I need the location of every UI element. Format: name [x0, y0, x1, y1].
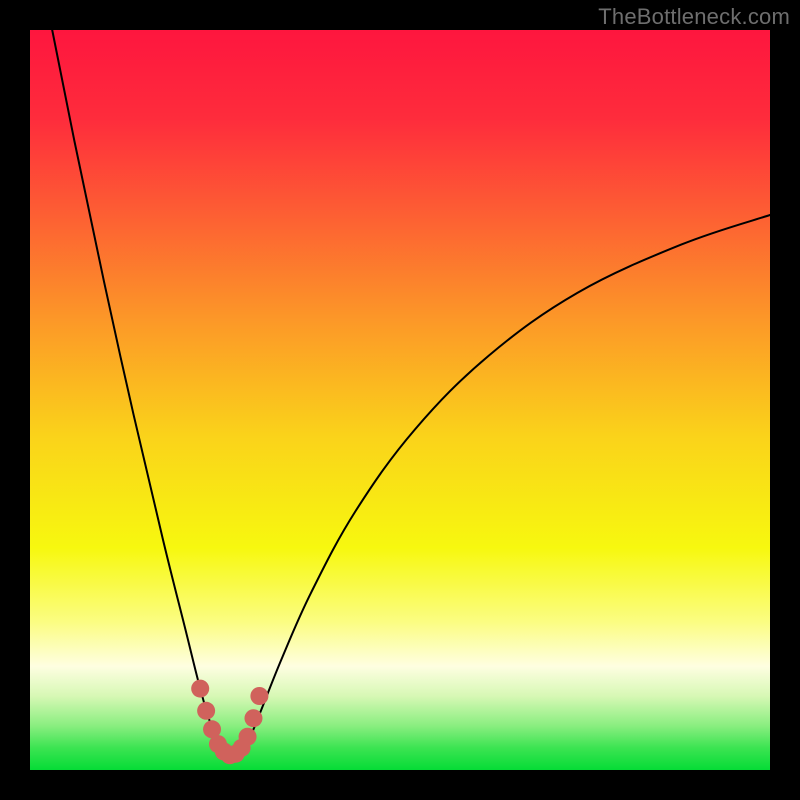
curve-marker [250, 687, 268, 705]
curve-marker [197, 702, 215, 720]
plot-background [30, 30, 770, 770]
bottleneck-chart [0, 0, 800, 800]
curve-marker [191, 680, 209, 698]
curve-marker [239, 728, 257, 746]
watermark-text: TheBottleneck.com [598, 4, 790, 30]
chart-frame: TheBottleneck.com [0, 0, 800, 800]
curve-marker [244, 709, 262, 727]
